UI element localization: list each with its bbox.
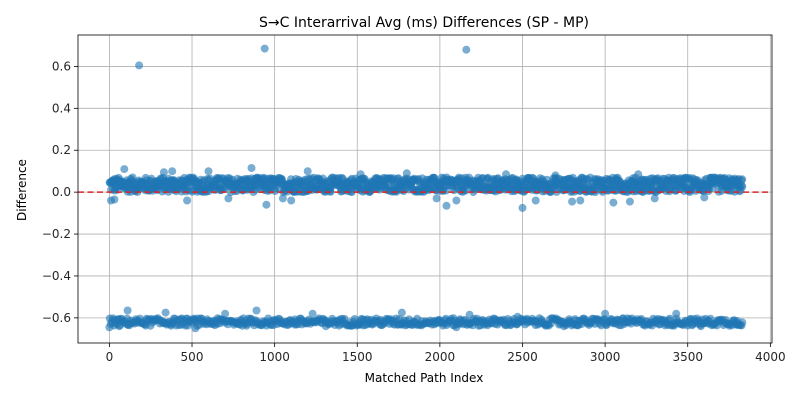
plot-frame xyxy=(77,34,773,344)
y-tick-label: 0.0 xyxy=(52,185,71,199)
data-point xyxy=(262,200,271,209)
data-point xyxy=(161,308,170,317)
data-point xyxy=(191,324,200,333)
x-tick-label: 3500 xyxy=(672,350,703,364)
data-point xyxy=(502,170,510,179)
data-point xyxy=(135,61,144,70)
x-tick-label: 3000 xyxy=(590,350,621,364)
data-point xyxy=(634,170,643,179)
data-point xyxy=(609,198,618,207)
data-point xyxy=(123,306,132,315)
data-point xyxy=(452,323,461,332)
data-point xyxy=(308,309,317,318)
data-point xyxy=(204,167,213,176)
x-tick-label: 4000 xyxy=(755,350,786,364)
y-axis-label: Difference xyxy=(15,159,29,221)
y-axis: −0.6 −0.4 −0.2 0.0 0.2 0.4 0.6 xyxy=(42,59,78,325)
data-point xyxy=(518,203,527,212)
data-point xyxy=(252,306,261,315)
data-point xyxy=(452,196,461,205)
data-point xyxy=(247,164,256,172)
x-tick-label: 1500 xyxy=(342,350,373,364)
data-point xyxy=(115,322,124,331)
y-tick-label: 0.2 xyxy=(52,143,71,157)
data-point xyxy=(738,182,747,191)
data-point xyxy=(397,308,406,317)
data-point xyxy=(287,196,296,205)
data-point xyxy=(278,194,287,203)
data-point xyxy=(462,45,471,54)
x-axis: 0 500 1000 1500 2000 2500 3000 3500 4000 xyxy=(106,343,786,364)
y-tick-label: −0.6 xyxy=(42,311,71,325)
y-tick-label: −0.4 xyxy=(42,269,71,283)
data-point xyxy=(672,309,681,318)
data-point xyxy=(625,197,634,206)
data-point xyxy=(733,317,742,325)
data-point xyxy=(513,312,522,321)
data-point xyxy=(105,323,114,332)
data-point xyxy=(183,196,192,205)
data-point xyxy=(303,167,312,176)
y-tick-label: 0.4 xyxy=(52,101,71,115)
x-tick-label: 500 xyxy=(181,350,204,364)
y-tick-label: 0.6 xyxy=(52,59,71,73)
x-tick-label: 2000 xyxy=(425,350,456,364)
data-point xyxy=(700,193,709,202)
data-point xyxy=(568,197,577,206)
data-point xyxy=(168,167,177,176)
x-tick-label: 0 xyxy=(106,350,114,364)
data-point xyxy=(531,196,540,205)
data-point xyxy=(650,194,659,203)
data-point xyxy=(402,169,411,178)
data-point xyxy=(465,310,474,319)
data-point xyxy=(442,201,451,210)
data-point xyxy=(260,44,269,53)
data-point xyxy=(432,194,441,203)
data-point xyxy=(576,196,585,205)
x-tick-label: 1000 xyxy=(259,350,290,364)
data-point xyxy=(224,194,233,203)
data-point xyxy=(159,168,168,177)
data-point xyxy=(738,175,747,184)
data-point xyxy=(321,322,330,331)
data-point xyxy=(120,165,129,174)
x-tick-label: 2500 xyxy=(507,350,538,364)
data-point xyxy=(601,309,610,318)
data-point xyxy=(110,195,119,204)
data-point xyxy=(559,322,568,331)
data-point xyxy=(696,322,705,331)
data-points xyxy=(105,44,747,333)
data-point xyxy=(551,171,560,180)
data-point xyxy=(356,170,365,179)
y-tick-label: −0.2 xyxy=(42,227,71,241)
chart-title: S→C Interarrival Avg (ms) Differences (S… xyxy=(259,15,589,31)
x-axis-label: Matched Path Index xyxy=(365,371,484,385)
data-point xyxy=(221,309,230,318)
